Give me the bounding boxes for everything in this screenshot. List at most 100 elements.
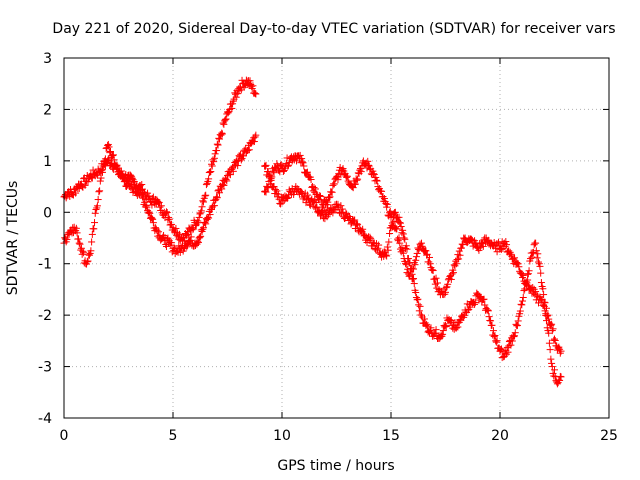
data-point-sample	[534, 250, 542, 258]
data-point-sample	[218, 130, 226, 138]
data-point-sample	[201, 192, 209, 200]
data-point-sample	[97, 174, 105, 182]
data-point-sample	[128, 173, 136, 181]
data-point-sample	[354, 221, 362, 229]
data-point	[422, 321, 430, 329]
data-point	[138, 193, 146, 201]
data-point-sample	[485, 313, 493, 321]
data-point-sample	[142, 202, 150, 210]
data-point-sample	[359, 225, 367, 233]
data-point-sample	[213, 140, 221, 148]
data-point-sample	[262, 188, 270, 196]
data-point-sample	[206, 168, 214, 176]
data-point-sample	[487, 317, 495, 325]
data-point-sample	[285, 159, 293, 167]
data-point-sample	[533, 291, 541, 299]
grid	[64, 58, 609, 418]
data-point-sample	[194, 237, 202, 245]
data-point	[343, 172, 351, 180]
data-point-sample	[285, 186, 293, 194]
data-point-sample	[515, 263, 523, 271]
data-point-sample	[548, 359, 556, 367]
data-point-sample	[224, 109, 232, 117]
data-point-sample	[543, 312, 551, 320]
data-point	[95, 188, 103, 196]
data-point-sample	[90, 225, 98, 233]
data-point-sample	[72, 189, 80, 197]
data-point	[104, 141, 112, 149]
data-point-sample	[338, 205, 346, 213]
data-point-sample	[198, 203, 206, 211]
data-point-sample	[197, 232, 205, 240]
data-point-sample	[484, 307, 492, 315]
data-point	[444, 280, 452, 288]
data-point-sample	[383, 243, 391, 251]
data-marks	[60, 76, 565, 388]
data-point-sample	[354, 175, 362, 183]
data-point-sample	[434, 279, 442, 287]
data-point-sample	[303, 168, 311, 176]
data-point-sample	[423, 322, 431, 330]
data-point-sample	[316, 192, 324, 200]
data-point-sample	[548, 320, 556, 328]
data-point-sample	[110, 156, 118, 164]
data-point-sample	[373, 177, 381, 185]
data-point	[73, 229, 81, 237]
x-axis-ticks: 0 5 10 15 20 25	[60, 58, 618, 444]
data-point-sample	[484, 306, 492, 314]
data-point-sample	[102, 144, 110, 152]
data-point-sample	[532, 239, 540, 247]
data-point-sample	[503, 343, 511, 351]
data-point-sample	[426, 253, 434, 261]
data-point-sample	[220, 181, 228, 189]
data-point-sample	[223, 177, 231, 185]
data-point-sample	[530, 241, 538, 249]
x-tick-label: 5	[169, 428, 178, 444]
data-point-sample	[279, 167, 287, 175]
data-point-sample	[141, 198, 149, 206]
data-point	[557, 347, 565, 355]
data-point-sample	[237, 156, 245, 164]
data-point-sample	[105, 143, 113, 151]
data-point	[448, 270, 456, 278]
data-point-sample	[168, 239, 176, 247]
data-point-sample	[277, 161, 285, 169]
data-point-sample	[378, 187, 386, 195]
data-point-sample	[401, 235, 409, 243]
data-point	[352, 221, 360, 229]
data-point-sample	[130, 182, 138, 190]
data-point-sample	[372, 176, 380, 184]
data-point-sample	[338, 166, 346, 174]
data-point-sample	[311, 185, 319, 193]
data-point-sample	[502, 238, 510, 246]
data-point-sample	[310, 203, 318, 211]
data-point-sample	[270, 169, 278, 177]
data-point	[518, 301, 526, 309]
data-point-sample	[239, 152, 247, 160]
data-point-sample	[427, 324, 435, 332]
data-point-sample	[547, 355, 555, 363]
data-point	[221, 116, 229, 124]
data-point-sample	[457, 244, 465, 252]
data-point-sample	[75, 239, 83, 247]
data-point-sample	[473, 289, 481, 297]
data-point-sample	[402, 242, 410, 250]
data-point-sample	[154, 228, 162, 236]
data-point-sample	[109, 151, 117, 159]
data-point-sample	[418, 242, 426, 250]
data-point-sample	[284, 162, 292, 170]
data-point	[339, 208, 347, 216]
data-point-sample	[529, 283, 537, 291]
data-point-sample	[429, 267, 437, 275]
data-point-sample	[168, 220, 176, 228]
data-point	[522, 280, 530, 288]
data-point-sample	[397, 223, 405, 231]
data-point-sample	[298, 158, 306, 166]
data-point-sample	[337, 202, 345, 210]
data-point-sample	[205, 175, 213, 183]
data-point-sample	[232, 93, 240, 101]
data-point	[208, 162, 216, 170]
data-point-sample	[456, 251, 464, 259]
y-tick-label: -4	[38, 411, 52, 427]
data-point-sample	[491, 332, 499, 340]
